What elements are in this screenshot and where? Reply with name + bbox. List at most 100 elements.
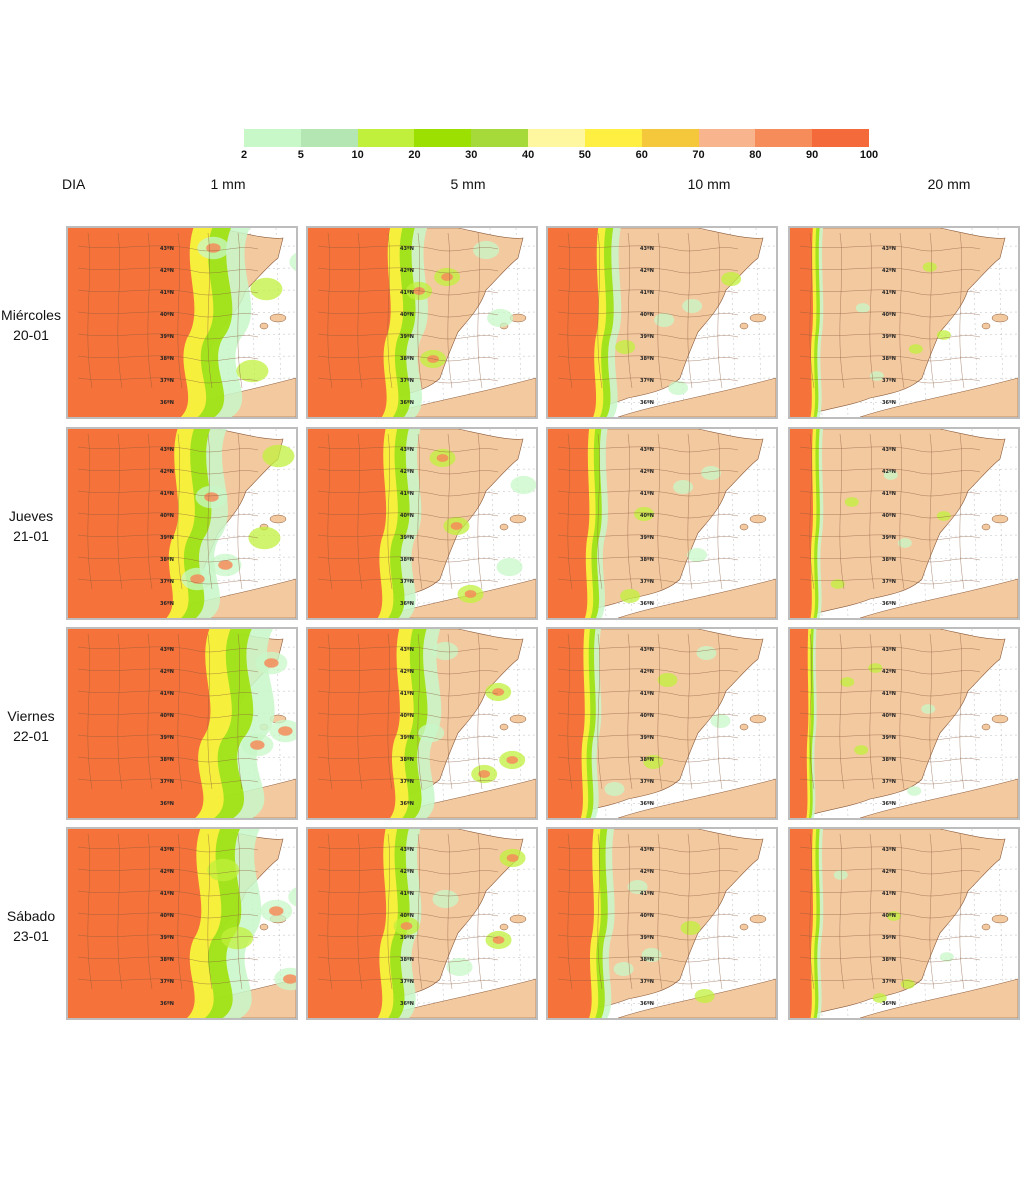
- latitude-label: 42ºN: [400, 669, 414, 675]
- latitude-label: 42ºN: [160, 469, 174, 475]
- latitude-label: 37ºN: [882, 378, 896, 384]
- latitude-label: 37ºN: [160, 779, 174, 785]
- row-label-day-2: Jueves 21-01: [0, 506, 62, 546]
- map-panel: 43ºN 42ºN 41ºN 40ºN 39ºN 38ºN 37ºN 36ºN: [788, 226, 1020, 419]
- latitude-label: 37ºN: [160, 979, 174, 985]
- legend-swatch: [698, 129, 756, 147]
- latitude-label: 41ºN: [882, 891, 896, 897]
- latitude-label: 43ºN: [882, 246, 896, 252]
- latitude-label: 43ºN: [160, 647, 174, 653]
- map-panel: 43ºN 42ºN 41ºN 40ºN 39ºN 38ºN 37ºN 36ºN: [788, 827, 1020, 1020]
- latitude-label: 42ºN: [400, 469, 414, 475]
- latitude-label: 39ºN: [160, 935, 174, 941]
- latitude-label: 43ºN: [160, 447, 174, 453]
- land-area: [790, 429, 1006, 616]
- latitude-label: 36ºN: [882, 801, 896, 807]
- map-panel: 43ºN 42ºN 41ºN 40ºN 39ºN 38ºN 37ºN 36ºN: [66, 627, 298, 820]
- latitude-label: 42ºN: [160, 869, 174, 875]
- map-panel: 43ºN 42ºN 41ºN 40ºN 39ºN 38ºN 37ºN 36ºN: [66, 226, 298, 419]
- latitude-label: 37ºN: [400, 779, 414, 785]
- latitude-label: 43ºN: [882, 647, 896, 653]
- latitude-label: 39ºN: [882, 334, 896, 340]
- latitude-label: 37ºN: [882, 779, 896, 785]
- latitude-label: 41ºN: [400, 891, 414, 897]
- row-date: 20-01: [13, 327, 49, 343]
- latitude-label: 41ºN: [160, 491, 174, 497]
- latitude-label: 41ºN: [882, 290, 896, 296]
- latitude-label: 38ºN: [882, 957, 896, 963]
- legend-swatch: [584, 129, 642, 147]
- latitude-label: 36ºN: [400, 1001, 414, 1007]
- latitude-label: 36ºN: [400, 601, 414, 607]
- latitude-label: 40ºN: [400, 913, 414, 919]
- latitude-label: 36ºN: [882, 601, 896, 607]
- latitude-label: 38ºN: [400, 356, 414, 362]
- latitude-label: 42ºN: [640, 669, 654, 675]
- iberia-map: 43ºN 42ºN 41ºN 40ºN 39ºN 38ºN 37ºN 36ºN: [548, 228, 776, 417]
- map-panel: 43ºN 42ºN 41ºN 40ºN 39ºN 38ºN 37ºN 36ºN: [788, 627, 1020, 820]
- latitude-label: 36ºN: [160, 601, 174, 607]
- row-day-name: Viernes: [7, 708, 55, 724]
- latitude-label: 42ºN: [640, 869, 654, 875]
- latitude-label: 37ºN: [400, 378, 414, 384]
- land-area: [548, 629, 764, 816]
- legend-tick-label: 30: [465, 149, 478, 161]
- iberia-map: 43ºN 42ºN 41ºN 40ºN 39ºN 38ºN 37ºN 36ºN: [68, 629, 296, 818]
- latitude-label: 37ºN: [882, 979, 896, 985]
- legend-tick-label: 40: [521, 149, 535, 161]
- iberia-map: 43ºN 42ºN 41ºN 40ºN 39ºN 38ºN 37ºN 36ºN: [548, 429, 776, 618]
- iberia-map: 43ºN 42ºN 41ºN 40ºN 39ºN 38ºN 37ºN 36ºN: [548, 829, 776, 1018]
- latitude-label: 38ºN: [640, 557, 654, 563]
- legend-swatch: [414, 129, 472, 147]
- column-header-1mm: 1 mm: [210, 176, 246, 192]
- latitude-label: 36ºN: [160, 400, 174, 406]
- latitude-label: 38ºN: [160, 957, 174, 963]
- latitude-label: 41ºN: [400, 290, 414, 296]
- land-area: [790, 629, 1006, 816]
- iberia-map: 43ºN 42ºN 41ºN 40ºN 39ºN 38ºN 37ºN 36ºN: [308, 228, 536, 417]
- latitude-label: 39ºN: [400, 535, 414, 541]
- latitude-label: 37ºN: [640, 779, 654, 785]
- iberia-map: 43ºN 42ºN 41ºN 40ºN 39ºN 38ºN 37ºN 36ºN: [790, 629, 1018, 818]
- latitude-label: 37ºN: [640, 378, 654, 384]
- latitude-label: 43ºN: [640, 447, 654, 453]
- iberia-map: 43ºN 42ºN 41ºN 40ºN 39ºN 38ºN 37ºN 36ºN: [308, 829, 536, 1018]
- latitude-label: 40ºN: [160, 312, 174, 318]
- latitude-label: 41ºN: [400, 691, 414, 697]
- row-label-day-1: Miércoles 20-01: [0, 305, 62, 345]
- legend-swatch: [471, 129, 529, 147]
- latitude-label: 39ºN: [400, 935, 414, 941]
- latitude-label: 36ºN: [400, 400, 414, 406]
- latitude-label: 36ºN: [640, 1001, 654, 1007]
- latitude-label: 40ºN: [882, 312, 896, 318]
- latitude-label: 39ºN: [160, 334, 174, 340]
- legend-tick-label: 60: [635, 149, 648, 161]
- latitude-label: 36ºN: [640, 400, 654, 406]
- latitude-label: 39ºN: [400, 334, 414, 340]
- latitude-label: 41ºN: [640, 691, 654, 697]
- legend-tick-label: 20: [408, 149, 421, 161]
- latitude-label: 41ºN: [160, 290, 174, 296]
- latitude-label: 41ºN: [640, 491, 654, 497]
- latitude-label: 40ºN: [160, 513, 174, 519]
- latitude-label: 43ºN: [400, 246, 414, 252]
- legend-swatch: [641, 129, 699, 147]
- legend-tick-label: 90: [806, 149, 819, 161]
- legend-tick-label: 80: [749, 149, 762, 161]
- precipitation-probability-legend: 2 5 10 20 30 40 50 60 70 80 90 100: [240, 129, 878, 165]
- latitude-label: 37ºN: [882, 579, 896, 585]
- latitude-label: 37ºN: [160, 378, 174, 384]
- latitude-label: 42ºN: [400, 268, 414, 274]
- map-panel: 43ºN 42ºN 41ºN 40ºN 39ºN 38ºN 37ºN 36ºN: [546, 226, 778, 419]
- latitude-label: 40ºN: [882, 513, 896, 519]
- legend-tick-label: 2: [240, 149, 248, 161]
- latitude-label: 38ºN: [640, 356, 654, 362]
- latitude-label: 41ºN: [882, 691, 896, 697]
- legend-swatch: [357, 129, 415, 147]
- legend-tick-label: 100: [859, 149, 879, 161]
- latitude-label: 36ºN: [640, 601, 654, 607]
- latitude-label: 43ºN: [400, 447, 414, 453]
- latitude-label: 40ºN: [400, 713, 414, 719]
- latitude-label: 38ºN: [640, 757, 654, 763]
- iberia-map: 43ºN 42ºN 41ºN 40ºN 39ºN 38ºN 37ºN 36ºN: [790, 228, 1018, 417]
